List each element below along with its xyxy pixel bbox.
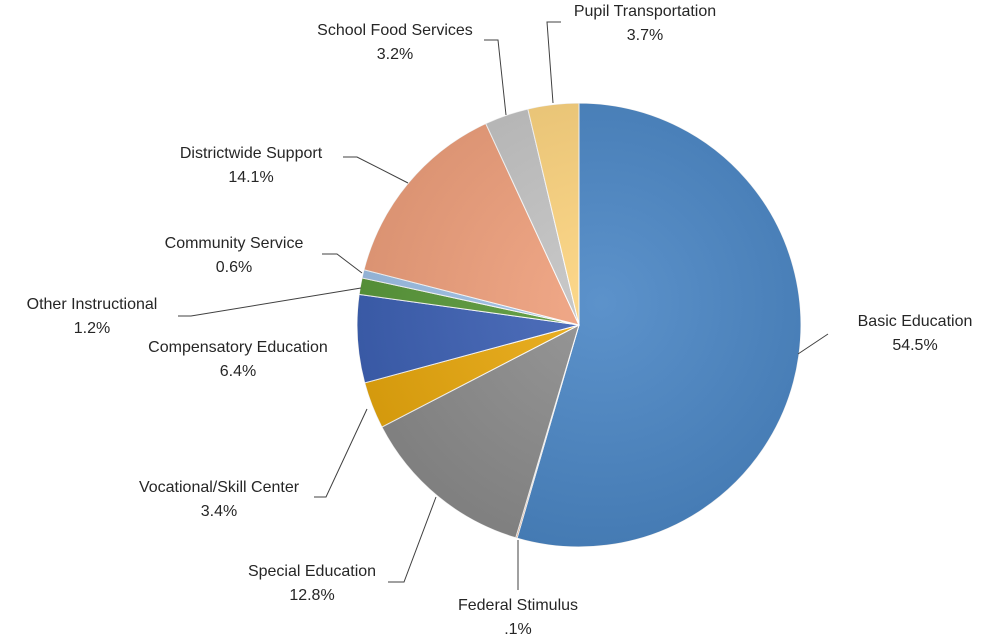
label-school-food-services: School Food Services 3.2% [317,22,473,63]
leader-line-other-instructional [178,287,362,317]
label-pupil-transportation: Pupil Transportation 3.7% [574,3,716,44]
pie-slices [356,102,802,548]
label-value-school-food-services: 3.2% [377,46,413,63]
leader-line-pupil-transportation [546,21,561,104]
data-labels: Basic Education 54.5% Federal Stimulus .1% S… [27,3,973,638]
label-community-service: Community Service 0.6% [165,235,304,276]
label-special-education: Special Education 12.8% [248,563,376,604]
label-name-other-instructional: Other Instructional [27,296,158,313]
label-value-districtwide-support: 14.1% [228,169,273,186]
label-value-other-instructional: 1.2% [74,320,110,337]
leader-line-community-service [322,253,363,274]
label-value-pupil-transportation: 3.7% [627,27,663,44]
leader-line-basic-education [797,333,829,355]
label-federal-stimulus: Federal Stimulus .1% [458,597,578,638]
label-vocational-skill-center: Vocational/Skill Center 3.4% [139,479,300,520]
label-name-pupil-transportation: Pupil Transportation [574,3,716,20]
leader-line-school-food-services [484,39,507,116]
leader-line-special-education [388,496,437,583]
label-name-community-service: Community Service [165,235,304,252]
label-name-basic-education: Basic Education [858,313,973,330]
leader-line-vocational-skill-center [314,408,368,498]
label-basic-education: Basic Education 54.5% [858,313,973,354]
leader-lines [178,21,829,590]
label-value-community-service: 0.6% [216,259,252,276]
label-value-special-education: 12.8% [289,587,334,604]
leader-line-districtwide-support [343,156,409,184]
label-value-federal-stimulus: .1% [504,621,532,638]
label-name-special-education: Special Education [248,563,376,580]
label-other-instructional: Other Instructional 1.2% [27,296,158,337]
label-name-districtwide-support: Districtwide Support [180,145,323,162]
label-value-basic-education: 54.5% [892,337,937,354]
label-name-vocational-skill-center: Vocational/Skill Center [139,479,300,496]
label-value-vocational-skill-center: 3.4% [201,503,237,520]
label-compensatory-education: Compensatory Education 6.4% [148,339,328,380]
label-name-school-food-services: School Food Services [317,22,473,39]
label-districtwide-support: Districtwide Support 14.1% [180,145,323,186]
label-name-federal-stimulus: Federal Stimulus [458,597,578,614]
label-value-compensatory-education: 6.4% [220,363,256,380]
label-name-compensatory-education: Compensatory Education [148,339,328,356]
